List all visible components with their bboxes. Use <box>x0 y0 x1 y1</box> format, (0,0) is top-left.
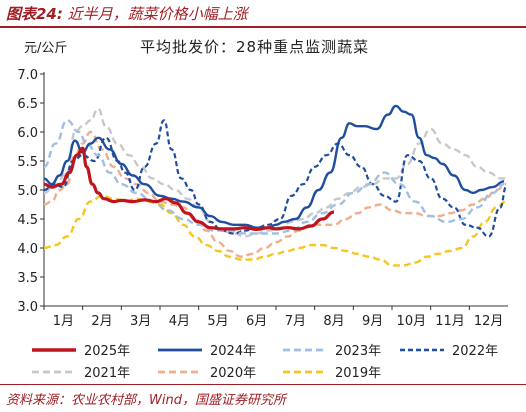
legend-label: 2020年 <box>210 366 256 381</box>
series-line-2025年 <box>43 146 335 231</box>
series-line-2022年 <box>43 119 508 238</box>
x-tick-label: 3月 <box>130 314 151 329</box>
source-note: 资料来源：农业农村部，Wind，国盛证券研究所 <box>6 393 286 408</box>
legend-label: 2021年 <box>84 366 130 381</box>
series-line-2020年 <box>43 130 507 258</box>
x-tick-label: 6月 <box>246 314 267 329</box>
y-tick-label: 5.5 <box>17 155 38 170</box>
y-tick-label: 6.5 <box>17 97 38 112</box>
y-tick-label: 3.0 <box>17 300 38 315</box>
x-tick-label: 4月 <box>169 314 190 329</box>
y-tick-label: 6.0 <box>17 126 38 141</box>
bottom-rule <box>0 384 526 385</box>
x-tick-label: 2月 <box>91 314 112 329</box>
series-line-2019年 <box>43 194 507 267</box>
x-tick-label: 11月 <box>435 314 465 329</box>
legend-label: 2019年 <box>335 366 381 381</box>
legend-label: 2023年 <box>335 344 381 359</box>
y-tick-label: 5.0 <box>17 184 38 199</box>
series-line-2024年 <box>43 104 505 229</box>
figure-number: 图表24: <box>6 5 63 23</box>
x-tick-label: 7月 <box>285 314 306 329</box>
x-tick-label: 5月 <box>207 314 228 329</box>
y-axis-unit: 元/公斤 <box>24 41 68 56</box>
x-tick-label: 9月 <box>362 314 383 329</box>
y-tick-label: 3.5 <box>17 271 38 286</box>
x-tick-label: 10月 <box>397 314 427 329</box>
series-line-2021年 <box>43 107 507 238</box>
x-tick-label: 12月 <box>474 314 504 329</box>
legend-label: 2024年 <box>210 344 256 359</box>
series-line-2023年 <box>43 119 505 235</box>
y-tick-label: 4.5 <box>17 213 38 228</box>
x-tick-label: 8月 <box>323 314 344 329</box>
y-tick-label: 7.0 <box>17 68 38 83</box>
chart-title: 平均批发价：28种重点监测蔬菜 <box>140 38 370 56</box>
legend-label: 2025年 <box>84 344 130 359</box>
x-tick-label: 1月 <box>53 314 74 329</box>
y-tick-label: 4.0 <box>17 242 38 257</box>
top-rule <box>0 26 526 28</box>
figure-title: 图表24: 近半月，蔬菜价格小幅上涨 <box>6 3 248 24</box>
figure-caption: 近半月，蔬菜价格小幅上涨 <box>67 5 248 23</box>
legend-label: 2022年 <box>452 344 498 359</box>
